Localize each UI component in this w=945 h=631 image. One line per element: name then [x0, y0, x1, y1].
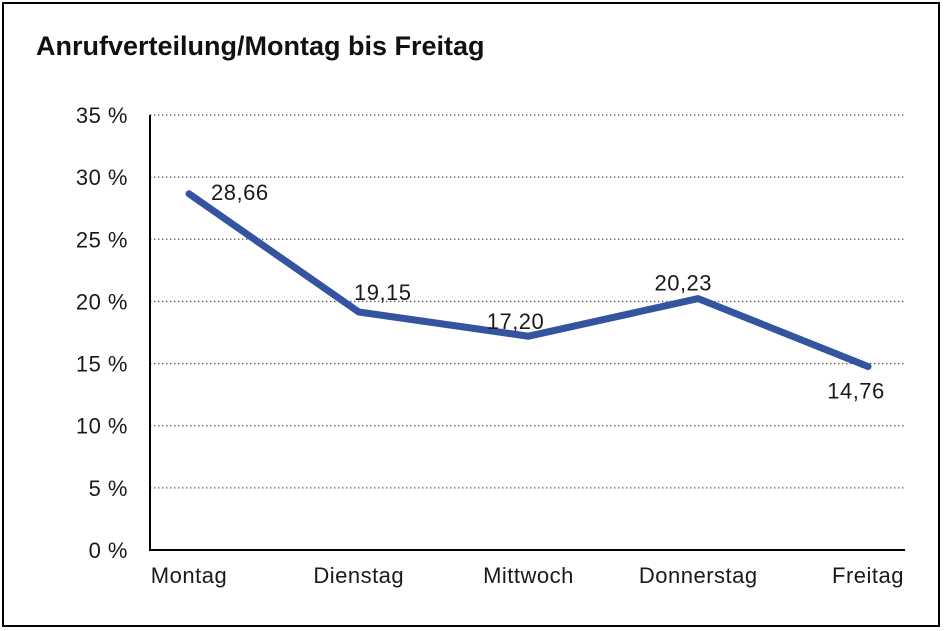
- x-tick-label: Donnerstag: [639, 563, 758, 588]
- data-line: [185, 190, 872, 371]
- y-tick-label: 25 %: [76, 227, 128, 252]
- data-label: 28,66: [211, 180, 269, 205]
- x-tick-label: Mittwoch: [483, 563, 574, 588]
- data-label: 19,15: [354, 280, 412, 305]
- y-tick-label: 10 %: [76, 414, 128, 439]
- chart-title: Anrufverteilung/Montag bis Freitag: [36, 31, 485, 61]
- x-tick-label: Freitag: [832, 563, 904, 588]
- x-tick-label: Montag: [151, 563, 227, 588]
- data-label: 14,76: [827, 379, 885, 404]
- y-tick-label: 5 %: [89, 476, 128, 501]
- data-label: 20,23: [654, 271, 712, 296]
- y-tick-label: 30 %: [76, 165, 128, 190]
- y-tick-label: 35 %: [76, 103, 128, 128]
- x-tick-label: Dienstag: [313, 563, 404, 588]
- data-label: 17,20: [487, 309, 545, 334]
- y-tick-label: 20 %: [76, 289, 128, 314]
- y-tick-label: 0 %: [89, 538, 128, 563]
- y-tick-label: 15 %: [76, 352, 128, 377]
